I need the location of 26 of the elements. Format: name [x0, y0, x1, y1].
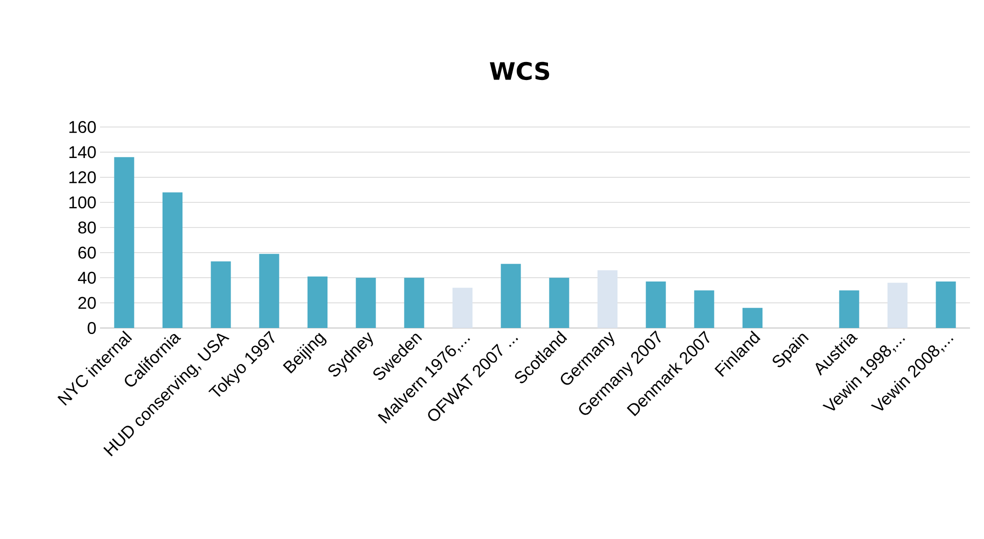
y-tick-label: 100 — [69, 196, 96, 208]
bar — [308, 276, 328, 328]
bar — [839, 290, 860, 328]
bar — [404, 278, 424, 328]
y-tick-label: 40 — [78, 272, 96, 284]
y-tick-label: 140 — [69, 146, 96, 158]
bar — [356, 278, 376, 328]
y-tick-label: 160 — [69, 120, 96, 134]
y-tick-label: 120 — [69, 171, 96, 184]
bar — [210, 261, 231, 328]
y-tick-label: 20 — [78, 296, 96, 309]
bar — [452, 288, 473, 328]
bar — [549, 278, 570, 328]
y-tick-label: 80 — [78, 221, 96, 234]
bar — [936, 282, 956, 328]
bar — [259, 254, 280, 328]
bar — [500, 264, 521, 328]
bar — [598, 270, 618, 328]
bar — [742, 308, 763, 328]
chart-title: WCS — [490, 62, 550, 80]
bar — [162, 192, 183, 328]
bar — [114, 157, 134, 328]
bar — [646, 282, 666, 328]
bar — [888, 282, 908, 328]
bar — [694, 290, 714, 328]
y-tick-label: 60 — [78, 246, 96, 259]
